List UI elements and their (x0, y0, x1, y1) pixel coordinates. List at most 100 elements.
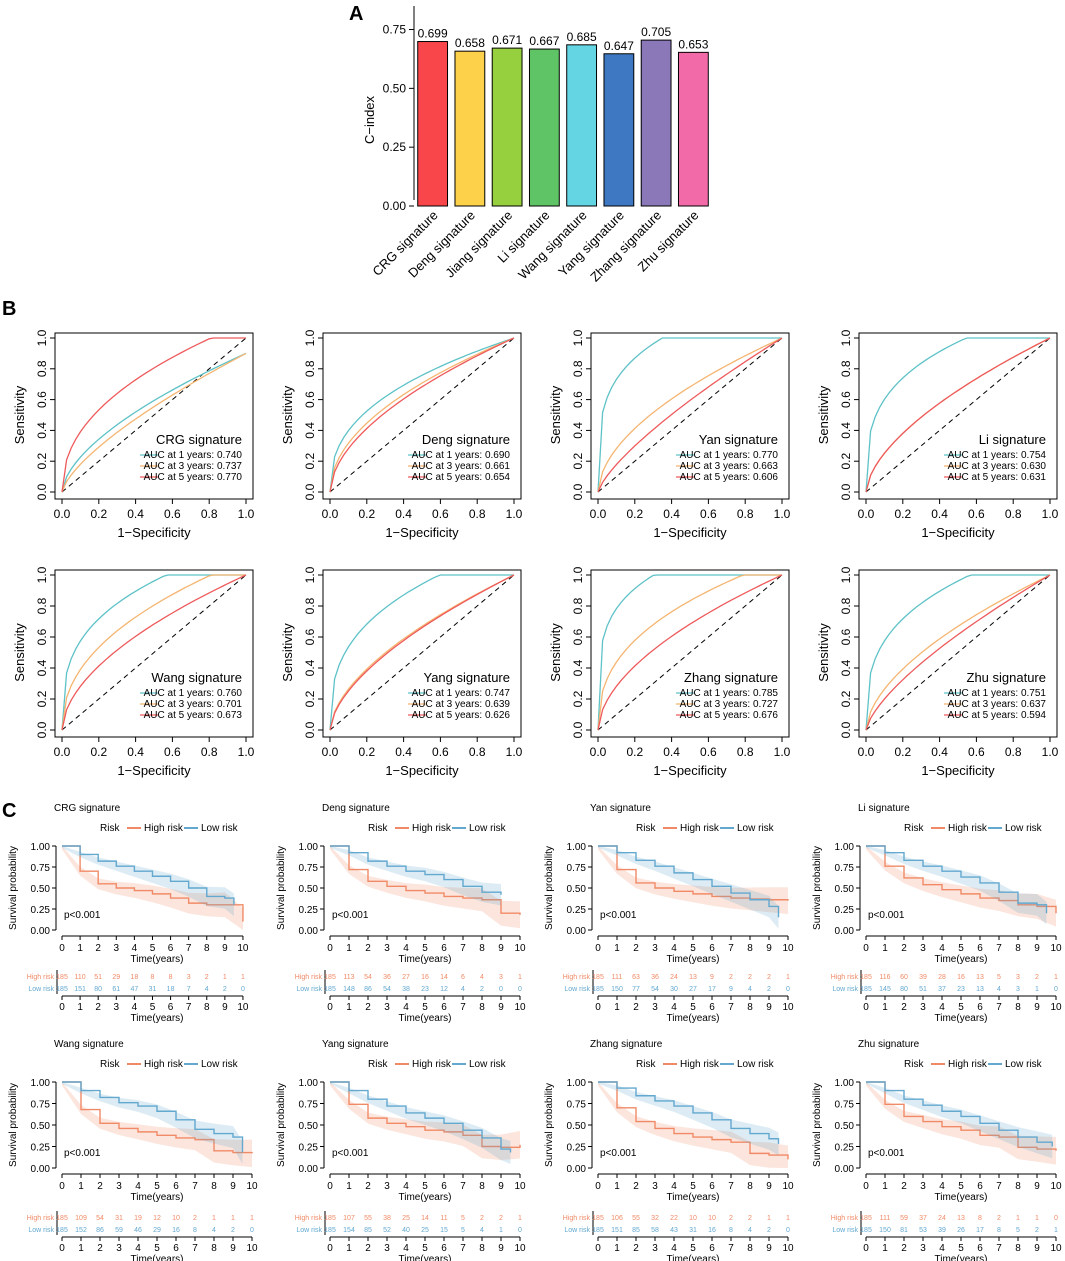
y-axis-title: Sensitivity (816, 623, 831, 682)
x-tick-label: 2 (901, 943, 907, 954)
x-tick-label: 0.4 (127, 507, 144, 521)
x-tick-label: 0.4 (931, 745, 948, 759)
high-risk-curve (330, 845, 521, 915)
risk-table-low-count: 4 (212, 1227, 216, 1234)
y-tick-label: 0.0 (303, 721, 317, 738)
risk-table-tick-label: 9 (1034, 1002, 1040, 1013)
risk-table-tick-label: 3 (652, 1002, 658, 1013)
category-label: CRG signature (369, 208, 440, 279)
x-tick-label: 0.8 (201, 507, 218, 521)
bar (417, 41, 449, 207)
panel-b-roc-curves: 0.0 0.0 0.2 0.2 0.4 0.4 0.6 0.6 0.8 0.8 1.0 1.0 1−Sp… (12, 329, 1059, 778)
x-tick-label: 0.6 (432, 507, 449, 521)
y-tick-label: 1.00 (31, 842, 51, 853)
risk-table-tick-label: 3 (114, 1002, 120, 1013)
legend-risk-label: Risk (636, 1059, 656, 1070)
risk-table-high-count: 110 (75, 974, 86, 981)
risk-table-high-count: 25 (402, 1215, 410, 1222)
x-axis-title: Time(years) (131, 1192, 184, 1203)
risk-table-low-count: 30 (670, 986, 678, 993)
y-tick-label: 1.0 (571, 329, 585, 346)
risk-table-high-count: 6 (461, 974, 465, 981)
risk-table-high-count: 2 (729, 974, 733, 981)
x-tick-label: 0.4 (395, 745, 412, 759)
roc-plot: 0.0 0.0 0.2 0.2 0.4 0.4 0.6 0.6 0.8 0.8 1.0 1.0 1−Sp… (816, 566, 1059, 778)
x-tick-label: 0.2 (894, 745, 911, 759)
risk-table-tick-label: 3 (384, 1002, 390, 1013)
legend-high-risk-label: High risk (680, 823, 720, 834)
risk-table-tick-label: 9 (498, 1243, 504, 1254)
risk-table-tick-label: 8 (211, 1243, 217, 1254)
y-tick-label: 0.25 (383, 140, 407, 154)
legend-low-risk-label: Low risk (201, 823, 239, 834)
risk-table-low-count: 16 (172, 1227, 180, 1234)
legend-entry: AUC at 3 years: 0.661 (412, 461, 511, 472)
risk-table-high-count: 11 (440, 1215, 447, 1222)
y-tick-label: 0.00 (835, 1164, 855, 1175)
x-tick-label: 10 (237, 943, 249, 954)
risk-table-high-count: 19 (134, 1215, 142, 1222)
roc-plot-title: Zhang signature (684, 670, 778, 685)
risk-table-low-count: 17 (976, 1227, 984, 1234)
legend-low-risk-label: Low risk (469, 1059, 507, 1070)
y-tick-label: 1.0 (839, 329, 853, 346)
risk-table-high-count: 54 (96, 1215, 104, 1222)
y-tick-label: 0.50 (31, 1121, 51, 1132)
x-tick-label: 0.8 (1005, 507, 1022, 521)
risk-table-tick-label: 1 (78, 1243, 84, 1254)
risk-table-tick-label: 10 (1050, 1243, 1062, 1254)
roc-plot: 0.0 0.0 0.2 0.2 0.4 0.4 0.6 0.6 0.8 0.8 1.0 1.0 1−Sp… (816, 329, 1059, 540)
risk-table-tick-label: 2 (633, 1002, 639, 1013)
x-tick-label: 0.8 (737, 507, 754, 521)
risk-table-high-count: 185 (860, 974, 872, 981)
x-tick-label: 0.2 (894, 507, 911, 521)
risk-table-high-count: 2 (205, 974, 209, 981)
risk-table-x-title: Time(years) (935, 1254, 988, 1261)
risk-table-tick-label: 6 (173, 1243, 179, 1254)
legend-low-risk-label: Low risk (737, 823, 775, 834)
risk-table-high-count: 2 (997, 1215, 1001, 1222)
risk-table-high-count: 185 (56, 1215, 68, 1222)
risk-table-low-count: 31 (689, 1227, 697, 1234)
x-axis-title: Time(years) (935, 1192, 988, 1203)
low-risk-curve (866, 845, 1048, 914)
risk-table-low-count: 0 (241, 986, 245, 993)
risk-table-tick-label: 10 (514, 1002, 526, 1013)
risk-table-low-count: 15 (440, 1227, 448, 1234)
y-tick-label: 0.0 (303, 483, 317, 500)
x-tick-label: 6 (709, 943, 715, 954)
risk-table-high-count: 1 (231, 1215, 235, 1222)
x-axis-title: 1−Specificity (385, 763, 459, 778)
roc-curve (329, 574, 514, 731)
roc-curve (329, 337, 515, 493)
risk-table-high-count: 22 (670, 1215, 678, 1222)
high-risk-curve (330, 1081, 521, 1149)
x-tick-label: 0.8 (201, 745, 218, 759)
risk-table-low-count: 4 (997, 986, 1001, 993)
x-tick-label: 0.2 (90, 745, 107, 759)
y-tick-label: 1.00 (299, 842, 319, 853)
risk-table-high-count: 60 (900, 974, 908, 981)
x-tick-label: 8 (204, 943, 210, 954)
risk-table-high-count: 13 (976, 974, 984, 981)
x-axis-title: Time(years) (667, 954, 720, 965)
risk-table-low-label: Low risk (564, 1227, 590, 1234)
roc-curve (61, 574, 246, 731)
legend-risk-label: Risk (368, 823, 388, 834)
plot-frame (858, 569, 1058, 738)
y-tick-label: 0.4 (303, 422, 317, 439)
risk-table-high-count: 13 (957, 1215, 965, 1222)
x-tick-label: 0.8 (737, 745, 754, 759)
x-tick-label: 6 (441, 1181, 447, 1192)
risk-table-low-count: 46 (134, 1227, 142, 1234)
roc-curve (329, 337, 515, 493)
legend-high-risk-label: High risk (412, 823, 452, 834)
x-axis-title: 1−Specificity (653, 525, 727, 540)
risk-table-tick-label: 3 (652, 1243, 658, 1254)
bar (603, 53, 635, 207)
y-tick-label: 1.00 (835, 1078, 855, 1089)
roc-curve (865, 337, 1051, 493)
x-axis-title: Time(years) (131, 954, 184, 965)
risk-table-high-count: 185 (592, 1215, 604, 1222)
risk-table-high-count: 113 (343, 974, 354, 981)
